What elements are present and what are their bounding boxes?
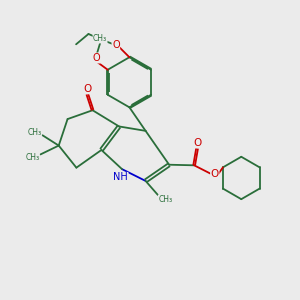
Text: CH₃: CH₃ [93, 34, 107, 43]
Text: CH₃: CH₃ [27, 128, 41, 137]
Text: O: O [211, 169, 219, 178]
Text: O: O [193, 138, 201, 148]
Text: CH₃: CH₃ [158, 195, 172, 204]
Text: O: O [112, 40, 120, 50]
Text: NH: NH [113, 172, 128, 182]
Text: CH₃: CH₃ [25, 153, 39, 162]
Text: O: O [83, 84, 92, 94]
Text: O: O [93, 53, 100, 63]
